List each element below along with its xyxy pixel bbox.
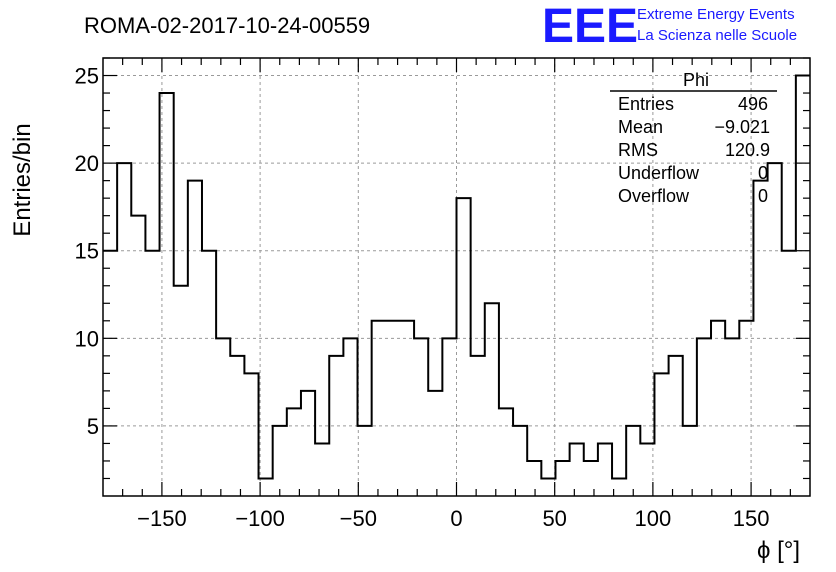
stats-value-entries: 496 <box>738 94 768 114</box>
y-tick-label: 20 <box>75 151 99 176</box>
stats-label-rms: RMS <box>618 140 658 160</box>
x-axis-title: ϕ [°] <box>757 537 800 564</box>
x-tick-label: −50 <box>340 506 377 531</box>
stats-title: Phi <box>683 70 709 90</box>
y-tick-label: 5 <box>87 414 99 439</box>
eee-logo: EEE <box>542 0 638 53</box>
stats-label-overflow: Overflow <box>618 186 690 206</box>
histogram-line <box>103 74 810 480</box>
x-tick-label: −100 <box>235 506 285 531</box>
y-tick-label: 10 <box>75 326 99 351</box>
stats-value-mean: −9.021 <box>714 117 770 137</box>
y-tick-label: 25 <box>75 64 99 89</box>
chart-title: ROMA-02-2017-10-24-00559 <box>84 13 370 38</box>
x-tick-labels: −150 −100 −50 0 50 100 150 <box>137 506 769 531</box>
x-tick-label: 150 <box>733 506 770 531</box>
x-tick-label: 0 <box>450 506 462 531</box>
y-tick-labels: 5 10 15 20 25 <box>75 64 99 439</box>
stats-value-underflow: 0 <box>758 163 768 183</box>
stats-label-mean: Mean <box>618 117 663 137</box>
y-axis-title: Entries/bin <box>9 123 36 236</box>
plot-frame <box>102 57 811 497</box>
x-tick-label: 50 <box>542 506 566 531</box>
stats-value-overflow: 0 <box>758 186 768 206</box>
x-tick-label: 100 <box>635 506 672 531</box>
x-tick-label: −150 <box>137 506 187 531</box>
logo-line-2: La Scienza nelle Scuole <box>637 27 797 44</box>
y-tick-label: 15 <box>75 239 99 264</box>
stats-value-rms: 120.9 <box>725 140 770 160</box>
stats-label-underflow: Underflow <box>618 163 700 183</box>
stats-box: Phi Entries 496 Mean −9.021 RMS 120.9 Un… <box>610 70 777 206</box>
logo-line-1: Extreme Energy Events <box>637 6 795 23</box>
stats-label-entries: Entries <box>618 94 674 114</box>
